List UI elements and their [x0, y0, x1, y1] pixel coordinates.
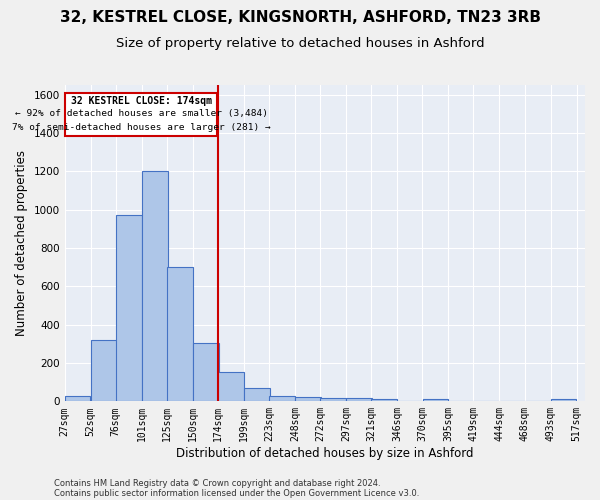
- Bar: [371, 400, 397, 402]
- Text: Contains public sector information licensed under the Open Government Licence v3: Contains public sector information licen…: [54, 488, 419, 498]
- Bar: [422, 400, 448, 402]
- FancyBboxPatch shape: [65, 92, 217, 136]
- Bar: [218, 372, 244, 402]
- Bar: [65, 396, 91, 402]
- Text: 7% of semi-detached houses are larger (281) →: 7% of semi-detached houses are larger (2…: [11, 122, 271, 132]
- Text: 32 KESTREL CLOSE: 174sqm: 32 KESTREL CLOSE: 174sqm: [71, 96, 212, 106]
- Bar: [551, 400, 577, 402]
- Bar: [167, 267, 193, 402]
- Text: 32, KESTREL CLOSE, KINGSNORTH, ASHFORD, TN23 3RB: 32, KESTREL CLOSE, KINGSNORTH, ASHFORD, …: [59, 10, 541, 25]
- Bar: [269, 396, 295, 402]
- Text: ← 92% of detached houses are smaller (3,484): ← 92% of detached houses are smaller (3,…: [14, 109, 268, 118]
- Bar: [346, 398, 372, 402]
- Bar: [320, 398, 346, 402]
- Text: Size of property relative to detached houses in Ashford: Size of property relative to detached ho…: [116, 38, 484, 51]
- Bar: [116, 216, 142, 402]
- Bar: [142, 172, 167, 402]
- Bar: [244, 388, 270, 402]
- Bar: [295, 398, 321, 402]
- Bar: [91, 340, 116, 402]
- Bar: [193, 343, 219, 402]
- Text: Contains HM Land Registry data © Crown copyright and database right 2024.: Contains HM Land Registry data © Crown c…: [54, 478, 380, 488]
- Y-axis label: Number of detached properties: Number of detached properties: [15, 150, 28, 336]
- X-axis label: Distribution of detached houses by size in Ashford: Distribution of detached houses by size …: [176, 447, 473, 460]
